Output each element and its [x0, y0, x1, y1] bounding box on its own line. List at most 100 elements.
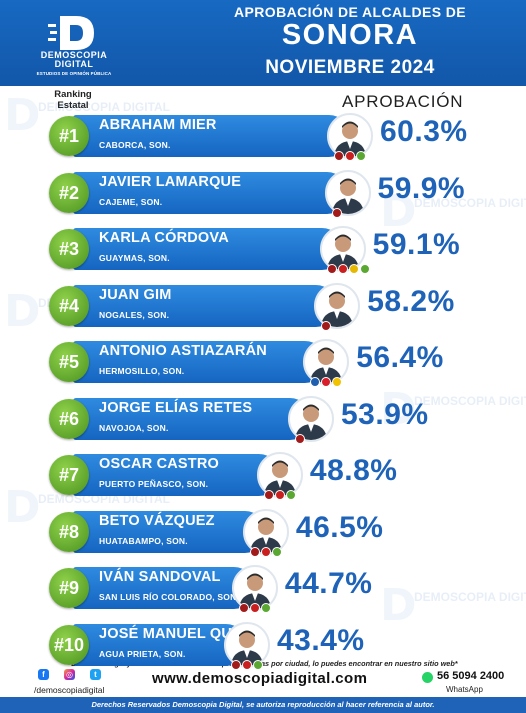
party-logo-icon [263, 490, 274, 500]
mayor-photo [314, 282, 361, 329]
approval-value: 46.5% [295, 510, 384, 544]
approval-bar [73, 171, 348, 214]
whatsapp-label: WhatsApp [446, 685, 483, 694]
party-logo-icon [285, 490, 296, 500]
mayor-name: BETO VÁZQUEZ [99, 512, 215, 529]
rank-badge: #2 [49, 172, 89, 213]
party-logo-icon [332, 377, 343, 387]
social-handle[interactable]: /demoscopiadigital [34, 685, 105, 695]
approval-value: 58.2% [367, 284, 455, 318]
chart-row: #1 ABRAHAM MIER CABORCA, SON. 60.3% [0, 111, 526, 161]
mayor-city: CAJEME, SON. [99, 196, 163, 207]
rights-footer: Derechos Reservados Demoscopia Digital, … [0, 697, 526, 713]
rank-badge: #3 [49, 229, 89, 269]
website-link[interactable]: www.demoscopiadigital.com [152, 670, 368, 687]
rank-badge: #5 [49, 342, 89, 382]
approval-bar [73, 115, 350, 157]
party-logo-icon [334, 151, 344, 161]
mayor-city: NAVOJOA, SON. [99, 422, 169, 433]
mayor-name: OSCAR CASTRO [99, 456, 220, 472]
chart-row: #9 IVÁN SANDOVAL SAN LUIS RÍO COLORADO, SO… [0, 563, 526, 613]
chart-row: #4 JUAN GIM NOGALES, SON. 58.2% [0, 281, 526, 331]
ranking-column-label: Ranking Estatal [54, 89, 92, 111]
party-logo-icon [249, 603, 260, 613]
chart-row: #10 JOSÉ MANUEL QUIJADA AGUA PRIETA, SON. 4… [0, 620, 526, 670]
rank-badge: #9 [49, 568, 89, 608]
approval-bar [73, 284, 338, 327]
party-logo-icon [321, 377, 332, 387]
party-logo-icon [260, 546, 271, 557]
approval-bar [73, 623, 247, 666]
party-logo-icon [359, 264, 370, 274]
chart-row: #2 JAVIER LAMARQUE CAJEME, SON. 59.9% [0, 168, 526, 218]
mayor-name: ABRAHAM MIER [99, 117, 217, 133]
party-logo-icon [253, 659, 263, 670]
approval-bar [73, 510, 266, 553]
party-logo-icon [310, 377, 321, 387]
mayor-city: HUATABAMPO, SON. [99, 535, 188, 546]
chart-row: #6 JORGE ELÍAS RETES NAVOJOA, SON. 53.9% [0, 394, 526, 444]
title-date: NOVIEMBRE 2024 [265, 57, 435, 78]
instagram-icon[interactable]: ◎ [64, 669, 75, 680]
methodology-note: *La metodología y el número de muestras … [68, 659, 458, 668]
d-logo-icon [48, 16, 94, 50]
mayor-city: AGUA PRIETA, SON. [99, 648, 186, 659]
party-logo-icon [238, 603, 249, 613]
brand-name: DEMOSCOPIA DIGITAL [40, 50, 108, 69]
mayor-city: CABORCA, SON. [99, 140, 171, 150]
party-logo-icon [260, 603, 271, 613]
mayor-city: NOGALES, SON. [99, 309, 170, 320]
mayor-name: KARLA CÓRDOVA [99, 230, 229, 246]
approval-value: 43.4% [277, 623, 365, 657]
phone-number[interactable]: 56 5094 2400 [437, 670, 505, 682]
party-logo-icon [321, 320, 332, 331]
party-logo-icon [337, 264, 348, 274]
party-logo-icon [249, 546, 260, 557]
approval-value: 59.9% [377, 171, 466, 205]
brand-logo: DEMOSCOPIA DIGITAL ESTUDIOS DE OPINIÓN P… [34, 14, 114, 78]
rank-badge: #1 [49, 116, 89, 156]
rank-badge: #4 [49, 285, 89, 326]
mayor-name: IVÁN SANDOVAL [99, 569, 221, 585]
rank-badge: #7 [49, 455, 89, 495]
approval-value: 59.1% [372, 228, 461, 261]
rank-badge: #6 [49, 398, 89, 439]
approval-bar [73, 567, 255, 609]
mayor-city: GUAYMAS, SON. [99, 253, 170, 263]
party-logo-icon [348, 264, 359, 274]
approval-bar [73, 341, 327, 383]
chart-row: #3 KARLA CÓRDOVA GUAYMAS, SON. 59.1% [0, 224, 526, 274]
party-logo-icon [345, 151, 355, 161]
approval-value: 60.3% [380, 115, 468, 148]
approval-bar [73, 454, 280, 496]
mayor-city: SAN LUIS RÍO COLORADO, SON. [99, 592, 239, 602]
twitter-icon[interactable]: t [90, 669, 101, 680]
mayor-photo [287, 395, 334, 442]
party-logo-icon [242, 659, 252, 670]
rank-badge: #8 [49, 511, 89, 552]
chart-row: #5 ANTONIO ASTIAZARÁN HERMOSILLO, SON. 56.4… [0, 337, 526, 387]
approval-column-label: APROBACIÓN [342, 92, 464, 111]
party-logo-icon [231, 659, 241, 670]
party-logo-icon [326, 264, 337, 274]
mayor-photo [324, 169, 371, 216]
mayor-city: HERMOSILLO, SON. [99, 366, 185, 376]
approval-bar [73, 397, 311, 440]
party-logo-icon [356, 151, 366, 161]
party-logo-icon [274, 490, 285, 500]
approval-value: 56.4% [356, 341, 444, 374]
chart-row: #8 BETO VÁZQUEZ HUATABAMPO, SON. 46.5% [0, 507, 526, 557]
mayor-name: JORGE ELÍAS RETES [99, 399, 253, 416]
chart-row: #7 OSCAR CASTRO PUERTO PEÑASCO, SON. 48.8% [0, 450, 526, 500]
mayor-photo [256, 452, 303, 498]
title-small: APROBACIÓN DE ALCALDES DE [234, 4, 466, 20]
mayor-name: JUAN GIM [99, 286, 172, 303]
header-banner: DEMOSCOPIA DIGITAL ESTUDIOS DE OPINIÓN P… [0, 0, 526, 86]
brand-tagline: ESTUDIOS DE OPINIÓN PÚBLICA [36, 71, 112, 76]
mayor-city: PUERTO PEÑASCO, SON. [99, 479, 209, 489]
rank-badge: #10 [49, 624, 89, 665]
whatsapp-icon[interactable] [422, 672, 433, 683]
mayor-name: JAVIER LAMARQUE [99, 173, 242, 190]
facebook-icon[interactable]: f [38, 669, 49, 680]
page-title: SONORA [281, 19, 419, 51]
